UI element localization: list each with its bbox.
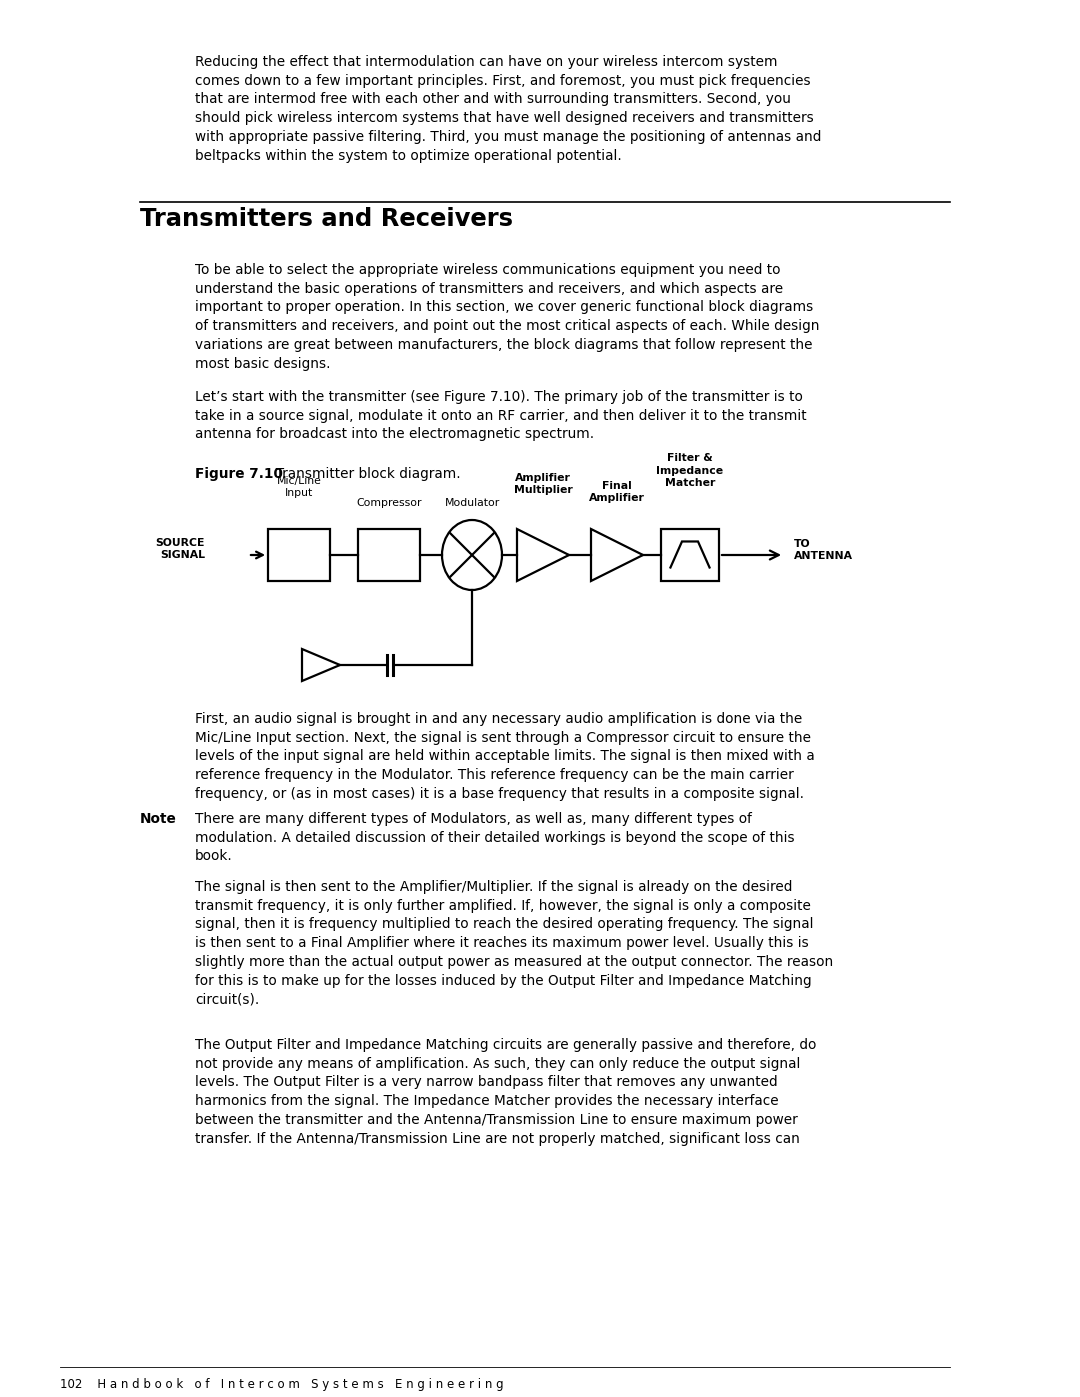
Text: TO
ANTENNA: TO ANTENNA [794, 539, 853, 562]
Text: First, an audio signal is brought in and any necessary audio amplification is do: First, an audio signal is brought in and… [195, 712, 814, 800]
Text: Figure 7.10: Figure 7.10 [195, 467, 283, 481]
Text: Transmitter block diagram.: Transmitter block diagram. [267, 467, 461, 481]
Text: Final
Amplifier: Final Amplifier [589, 481, 645, 503]
Text: Amplifier
Multiplier: Amplifier Multiplier [514, 472, 572, 495]
Text: Let’s start with the transmitter (see Figure 7.10). The primary job of the trans: Let’s start with the transmitter (see Fi… [195, 390, 807, 441]
Bar [357, 529, 420, 581]
Text: Mic/Line
Input: Mic/Line Input [276, 475, 322, 497]
Text: Compressor: Compressor [356, 497, 422, 509]
Text: To be able to select the appropriate wireless communications equipment you need : To be able to select the appropriate wir… [195, 263, 820, 370]
Text: 102    H a n d b o o k   o f   I n t e r c o m   S y s t e m s   E n g i n e e r: 102 H a n d b o o k o f I n t e r c o m … [60, 1377, 503, 1391]
Text: The Output Filter and Impedance Matching circuits are generally passive and ther: The Output Filter and Impedance Matching… [195, 1038, 816, 1146]
Bar [268, 529, 330, 581]
Text: Modulator: Modulator [444, 497, 500, 509]
Text: Note: Note [140, 812, 177, 826]
Text: Transmitters and Receivers: Transmitters and Receivers [140, 207, 513, 231]
Text: The signal is then sent to the Amplifier/Multiplier. If the signal is already on: The signal is then sent to the Amplifier… [195, 880, 834, 1006]
Bar [661, 529, 719, 581]
Text: SOURCE
SIGNAL: SOURCE SIGNAL [156, 538, 205, 560]
Text: There are many different types of Modulators, as well as, many different types o: There are many different types of Modula… [195, 812, 795, 863]
Text: Filter &
Impedance
Matcher: Filter & Impedance Matcher [657, 453, 724, 488]
Text: Reducing the effect that intermodulation can have on your wireless intercom syst: Reducing the effect that intermodulation… [195, 54, 822, 162]
